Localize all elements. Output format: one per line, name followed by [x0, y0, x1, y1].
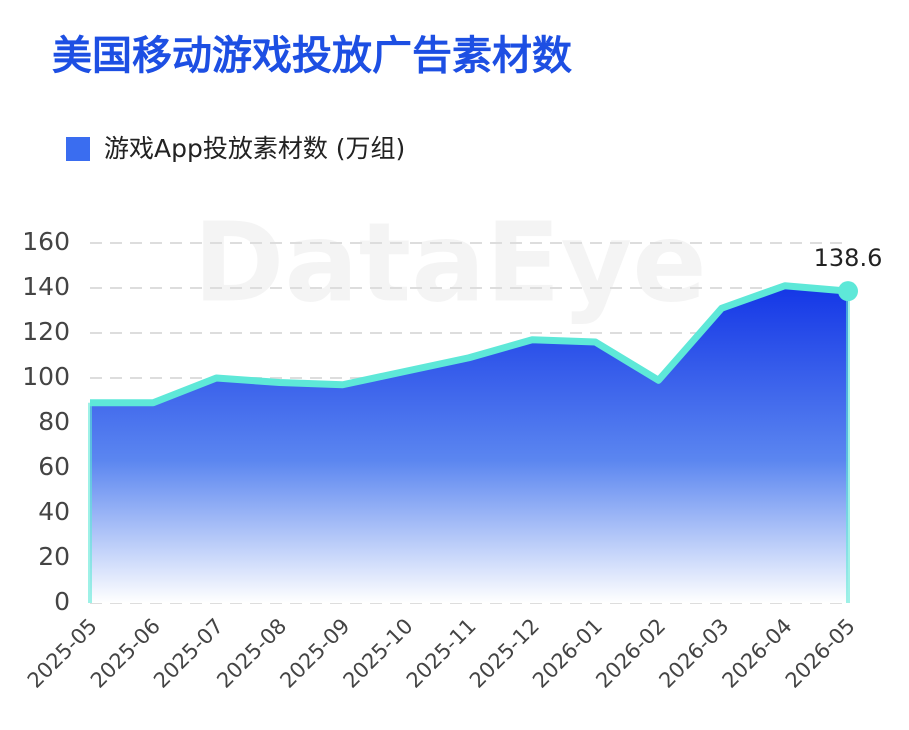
- watermark: DataEye: [193, 198, 707, 326]
- y-tick-label: 0: [54, 587, 70, 616]
- y-tick-label: 100: [22, 362, 70, 391]
- y-tick-label: 140: [22, 272, 70, 301]
- y-tick-label: 160: [22, 227, 70, 256]
- y-tick-label: 40: [38, 497, 70, 526]
- y-tick-label: 120: [22, 317, 70, 346]
- legend-swatch: [66, 137, 90, 161]
- end-marker: [838, 281, 858, 302]
- data-label: 138.6: [814, 244, 883, 272]
- y-tick-label: 20: [38, 542, 70, 571]
- y-tick-label: 80: [38, 407, 70, 436]
- y-tick-label: 60: [38, 452, 70, 481]
- chart-title: 美国移动游戏投放广告素材数: [52, 33, 572, 79]
- line: [90, 282, 849, 407]
- legend-label: 游戏App投放素材数 (万组): [104, 134, 405, 163]
- area-fill: [90, 285, 848, 603]
- x-tick-label: 2026-05: [781, 614, 860, 693]
